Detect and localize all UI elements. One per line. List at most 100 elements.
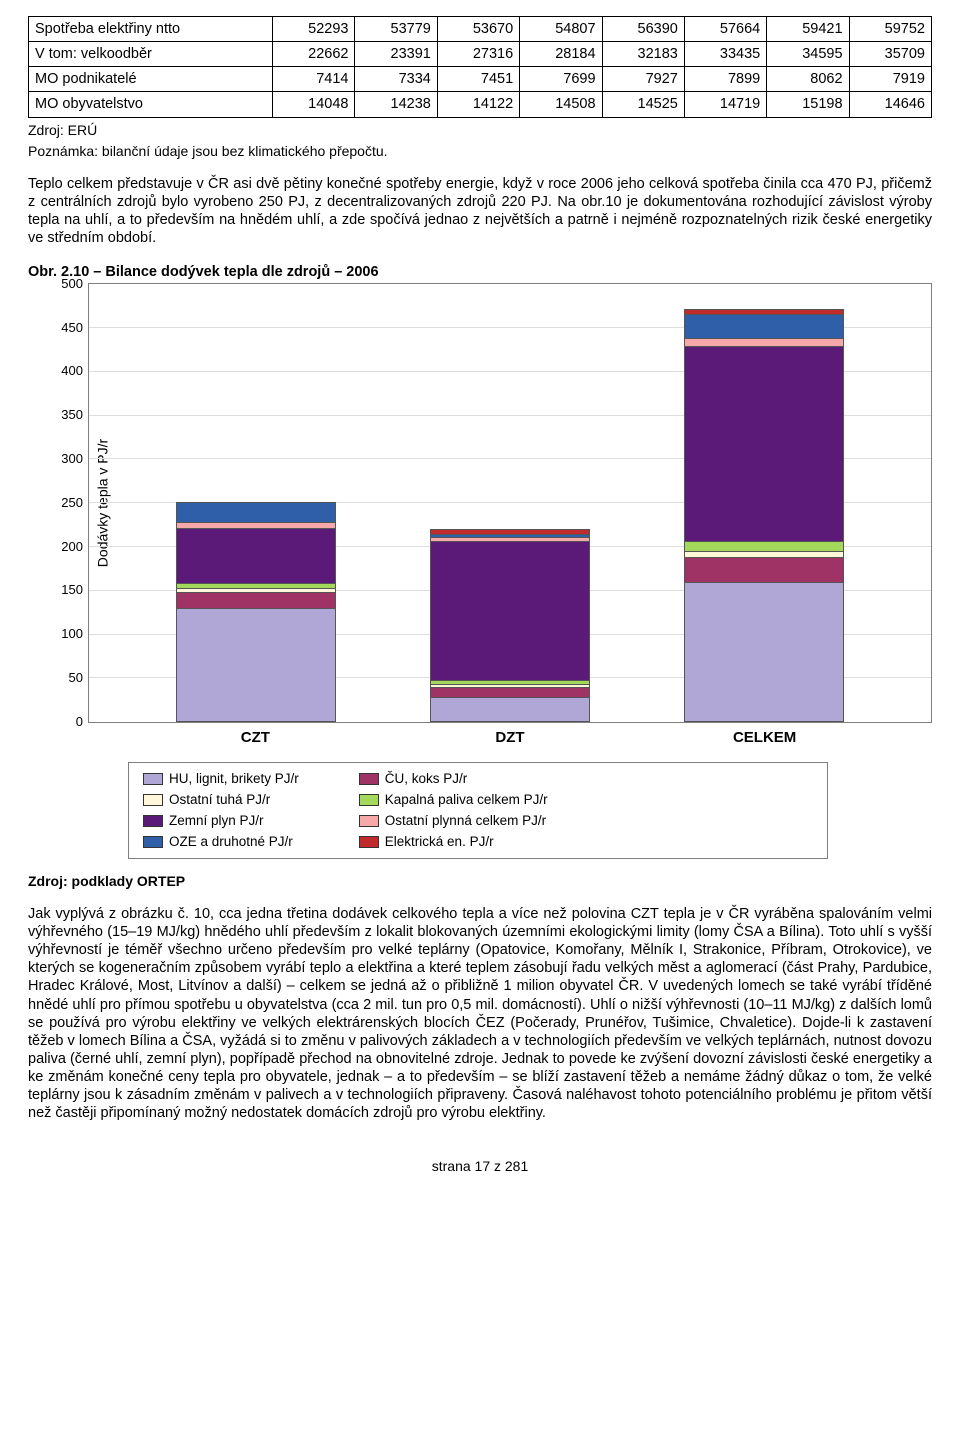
table-cell: 27316 [437, 42, 519, 67]
legend-swatch [143, 773, 163, 785]
x-tick: CELKEM [685, 729, 845, 748]
legend-label: Elektrická en. PJ/r [385, 834, 494, 851]
heat-supply-chart: Dodávky tepla v PJ/r 0501001502002503003… [28, 283, 932, 859]
table-cell: 14508 [520, 92, 602, 117]
bar-segment [430, 687, 590, 697]
table-cell: 35709 [849, 42, 931, 67]
page-footer: strana 17 z 281 [28, 1158, 932, 1176]
y-tick: 0 [47, 714, 83, 730]
table-cell: 23391 [355, 42, 437, 67]
table-cell: 15198 [767, 92, 849, 117]
bar-segment [684, 557, 844, 583]
table-cell: 57664 [684, 17, 766, 42]
legend-swatch [359, 815, 379, 827]
y-tick: 250 [47, 495, 83, 511]
bar-segment [176, 528, 336, 583]
table-cell: 7414 [273, 67, 355, 92]
table-cell: 8062 [767, 67, 849, 92]
table-cell: 14719 [684, 92, 766, 117]
y-tick: 450 [47, 320, 83, 336]
bar-segment [176, 502, 336, 522]
table-row-label: V tom: velkoodběr [29, 42, 273, 67]
table-cell: 14122 [437, 92, 519, 117]
y-tick: 200 [47, 539, 83, 555]
bar-czt [176, 502, 336, 722]
figure-title: Obr. 2.10 – Bilance dodývek tepla dle zd… [28, 263, 932, 281]
legend-item: HU, lignit, brikety PJ/r [143, 771, 299, 788]
y-tick: 350 [47, 407, 83, 423]
paragraph-heat-intro: Teplo celkem představuje v ČR asi dvě pě… [28, 175, 932, 248]
table-cell: 7899 [684, 67, 766, 92]
bar-segment [430, 697, 590, 723]
legend-label: Kapalná paliva celkem PJ/r [385, 792, 548, 809]
table-cell: 32183 [602, 42, 684, 67]
bar-segment [430, 541, 590, 680]
table-cell: 14646 [849, 92, 931, 117]
y-tick: 50 [47, 670, 83, 686]
bar-segment [176, 592, 336, 608]
legend-label: Ostatní plynná celkem PJ/r [385, 813, 546, 830]
table-cell: 59421 [767, 17, 849, 42]
y-tick: 500 [47, 276, 83, 292]
x-tick: DZT [430, 729, 590, 748]
bar-segment [176, 608, 336, 722]
table-row-label: MO obyvatelstvo [29, 92, 273, 117]
table-cell: 7451 [437, 67, 519, 92]
legend-item: Zemní plyn PJ/r [143, 813, 299, 830]
table-cell: 7927 [602, 67, 684, 92]
table-cell: 14525 [602, 92, 684, 117]
bar-segment [684, 338, 844, 347]
table-source: Zdroj: ERÚ [28, 122, 932, 140]
legend-swatch [143, 836, 163, 848]
table-cell: 52293 [273, 17, 355, 42]
chart-legend: HU, lignit, brikety PJ/r Ostatní tuhá PJ/… [128, 762, 828, 860]
legend-swatch [359, 794, 379, 806]
y-tick: 300 [47, 451, 83, 467]
table-cell: 14238 [355, 92, 437, 117]
y-tick: 400 [47, 364, 83, 380]
legend-item: Kapalná paliva celkem PJ/r [359, 792, 548, 809]
table-note: Poznámka: bilanční údaje jsou bez klimat… [28, 143, 932, 161]
table-cell: 53779 [355, 17, 437, 42]
table-cell: 34595 [767, 42, 849, 67]
table-cell: 53670 [437, 17, 519, 42]
table-cell: 22662 [273, 42, 355, 67]
legend-label: OZE a druhotné PJ/r [169, 834, 293, 851]
table-row-label: MO podnikatelé [29, 67, 273, 92]
legend-item: Ostatní plynná celkem PJ/r [359, 813, 548, 830]
legend-swatch [359, 836, 379, 848]
legend-label: ČU, koks PJ/r [385, 771, 468, 788]
y-tick: 150 [47, 583, 83, 599]
x-tick: CZT [175, 729, 335, 748]
legend-label: Zemní plyn PJ/r [169, 813, 264, 830]
bar-celkem [684, 309, 844, 723]
table-cell: 7919 [849, 67, 931, 92]
legend-item: OZE a druhotné PJ/r [143, 834, 299, 851]
legend-item: Ostatní tuhá PJ/r [143, 792, 299, 809]
legend-swatch [143, 815, 163, 827]
bar-segment [684, 314, 844, 338]
bar-segment [684, 346, 844, 540]
legend-label: HU, lignit, brikety PJ/r [169, 771, 299, 788]
table-cell: 14048 [273, 92, 355, 117]
legend-swatch [143, 794, 163, 806]
bar-segment [684, 582, 844, 722]
table-cell: 7699 [520, 67, 602, 92]
electricity-table: Spotřeba elektřiny ntto52293537795367054… [28, 16, 932, 118]
paragraph-heat-analysis: Jak vyplývá z obrázku č. 10, cca jedna t… [28, 905, 932, 1123]
bar-segment [684, 541, 844, 551]
chart-source: Zdroj: podklady ORTEP [28, 873, 932, 891]
table-cell: 7334 [355, 67, 437, 92]
table-cell: 28184 [520, 42, 602, 67]
legend-label: Ostatní tuhá PJ/r [169, 792, 270, 809]
bar-dzt [430, 529, 590, 723]
legend-item: ČU, koks PJ/r [359, 771, 548, 788]
legend-item: Elektrická en. PJ/r [359, 834, 548, 851]
table-cell: 33435 [684, 42, 766, 67]
table-cell: 54807 [520, 17, 602, 42]
table-cell: 59752 [849, 17, 931, 42]
table-cell: 56390 [602, 17, 684, 42]
table-row-label: Spotřeba elektřiny ntto [29, 17, 273, 42]
y-tick: 100 [47, 626, 83, 642]
legend-swatch [359, 773, 379, 785]
